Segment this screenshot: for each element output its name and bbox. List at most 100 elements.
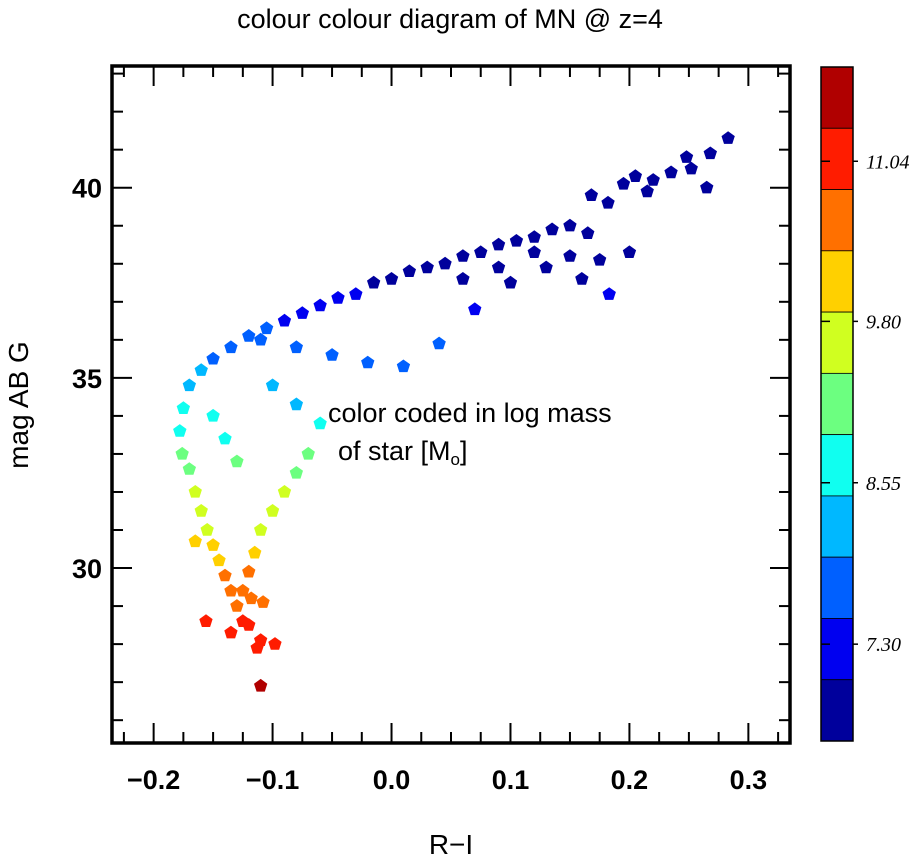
data-point-83 [199, 614, 213, 627]
data-point-68 [265, 504, 280, 517]
x-tick-label-1: −0.1 [246, 765, 299, 795]
data-point-47 [325, 348, 339, 361]
data-point-40 [277, 313, 292, 327]
colorbar: 7.30 8.55 9.80 11.04 [820, 66, 910, 742]
data-point-18 [622, 245, 637, 258]
data-point-45 [224, 340, 238, 354]
data-point-35 [349, 287, 363, 300]
axes: −0.2 −0.1 0.0 0.1 0.2 0.3 30 35 40 [72, 66, 790, 795]
data-point-51 [194, 363, 208, 376]
data-point-89 [254, 678, 268, 692]
data-point-88 [250, 640, 264, 654]
data-point-20 [527, 245, 541, 258]
data-point-13 [545, 222, 559, 236]
data-point-28 [402, 264, 416, 277]
colorbar-frame [820, 66, 854, 742]
data-point-0 [721, 131, 735, 144]
colorbar-label-2: 9.80 [866, 311, 901, 333]
y-tick-label-1: 35 [72, 364, 102, 394]
data-point-36 [331, 291, 345, 304]
colorbar-label-3: 11.04 [866, 151, 910, 173]
data-point-60 [175, 446, 189, 460]
data-point-31 [456, 272, 470, 285]
x-tick-label-4: 0.2 [611, 765, 649, 795]
data-point-17 [491, 237, 506, 251]
data-point-69 [200, 523, 214, 536]
data-point-5 [628, 169, 642, 182]
data-point-66 [277, 485, 292, 498]
colorbar-label-1: 8.55 [866, 473, 901, 495]
colorbar-label-0: 7.30 [866, 634, 901, 656]
y-tick-label-2: 40 [72, 174, 102, 204]
data-point-6 [646, 173, 660, 186]
data-point-27 [491, 260, 506, 274]
data-point-29 [384, 272, 399, 285]
data-point-37 [313, 298, 327, 312]
data-points [173, 131, 735, 692]
annotation-line-2: of star [Mo] [338, 436, 468, 469]
data-point-41 [260, 321, 274, 335]
x-tick-label-2: 0.0 [373, 765, 411, 795]
data-point-71 [188, 534, 202, 548]
data-point-72 [206, 538, 220, 551]
data-point-57 [313, 416, 327, 430]
colorbar-band-5 [820, 372, 854, 436]
data-point-11 [601, 195, 615, 209]
colorbar-band-6 [820, 434, 854, 497]
data-point-10 [584, 188, 598, 201]
data-point-85 [224, 625, 238, 639]
data-point-54 [289, 397, 303, 411]
data-point-44 [432, 336, 446, 350]
data-point-79 [244, 591, 258, 605]
data-point-8 [700, 180, 714, 194]
data-point-52 [182, 378, 196, 392]
data-point-4 [664, 165, 678, 179]
x-tick-label-5: 0.3 [730, 765, 768, 795]
data-point-39 [295, 306, 309, 319]
x-tick-label-0: −0.2 [127, 765, 180, 795]
x-tick-label-3: 0.1 [492, 765, 530, 795]
annotation-subscript: o [451, 450, 460, 469]
data-point-1 [703, 146, 717, 160]
data-point-49 [361, 355, 375, 369]
data-point-87 [268, 637, 282, 650]
data-point-2 [679, 150, 694, 163]
data-point-75 [242, 564, 256, 578]
data-point-80 [256, 595, 270, 608]
data-point-7 [616, 176, 631, 190]
data-point-32 [367, 275, 381, 289]
colorbar-band-0 [820, 66, 854, 129]
data-point-23 [593, 253, 607, 266]
data-point-48 [206, 351, 220, 365]
data-point-3 [684, 161, 698, 175]
data-point-67 [194, 504, 208, 517]
data-point-58 [173, 424, 187, 437]
data-point-24 [438, 256, 452, 270]
data-point-78 [236, 583, 250, 597]
colorbar-band-3 [820, 250, 854, 313]
data-point-16 [509, 234, 524, 247]
data-point-65 [188, 485, 202, 498]
data-point-61 [301, 446, 315, 460]
colorbar-band-10 [820, 679, 854, 742]
data-point-22 [563, 249, 577, 262]
data-point-70 [254, 523, 268, 536]
chart-title: colour colour diagram of MN @ z=4 [237, 4, 663, 34]
data-point-56 [206, 408, 220, 422]
data-point-14 [581, 226, 595, 239]
data-point-63 [182, 462, 196, 475]
data-point-64 [289, 466, 303, 479]
data-point-26 [539, 260, 553, 274]
data-point-42 [242, 329, 256, 342]
data-point-77 [224, 583, 238, 597]
data-point-46 [289, 340, 303, 354]
data-point-12 [563, 218, 577, 232]
data-point-74 [212, 553, 226, 567]
data-point-15 [527, 230, 541, 243]
y-tick-label-0: 30 [72, 554, 102, 584]
data-point-62 [230, 454, 244, 468]
data-point-9 [640, 184, 654, 198]
data-point-30 [575, 272, 589, 285]
data-point-73 [248, 545, 262, 559]
